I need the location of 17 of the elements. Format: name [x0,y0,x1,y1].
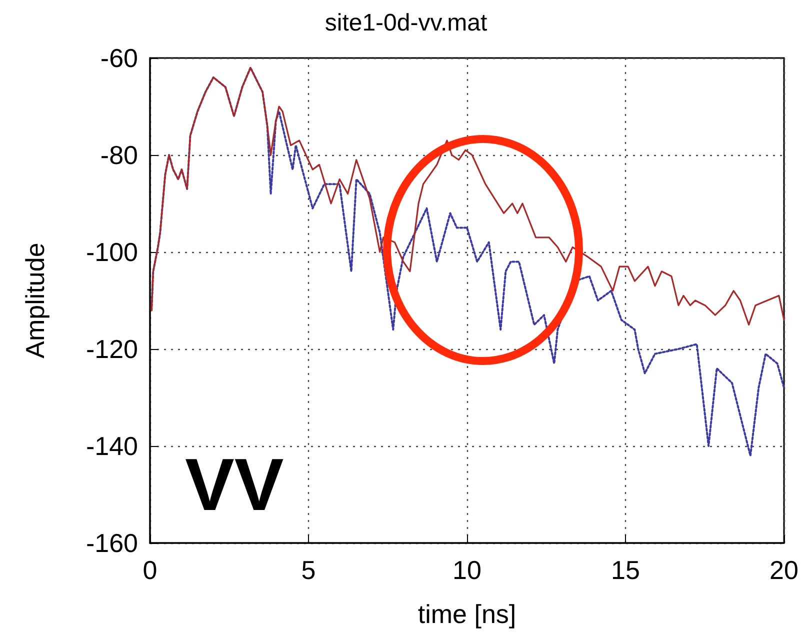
annotation: VV [185,443,284,526]
x-tick-label: 20 [770,555,798,585]
x-tick-label: 0 [142,555,158,585]
x-tick-label: 15 [611,555,640,585]
x-tick-label: 5 [301,555,316,585]
y-axis-title: Amplitude [20,242,50,358]
x-axis-title: time [ns] [418,599,516,629]
y-tick-label: -140 [86,431,138,461]
line-series [150,66,785,457]
chart-title: site1-0d-vv.mat [324,10,488,36]
y-tick-label: -100 [86,237,138,267]
y-tick-label: -120 [86,334,138,364]
y-tick-label: -160 [86,528,138,558]
y-tick-label: -80 [100,140,138,170]
x-tick-label: 10 [452,555,482,585]
line-series [150,66,785,326]
y-tick-label: -60 [100,43,138,73]
